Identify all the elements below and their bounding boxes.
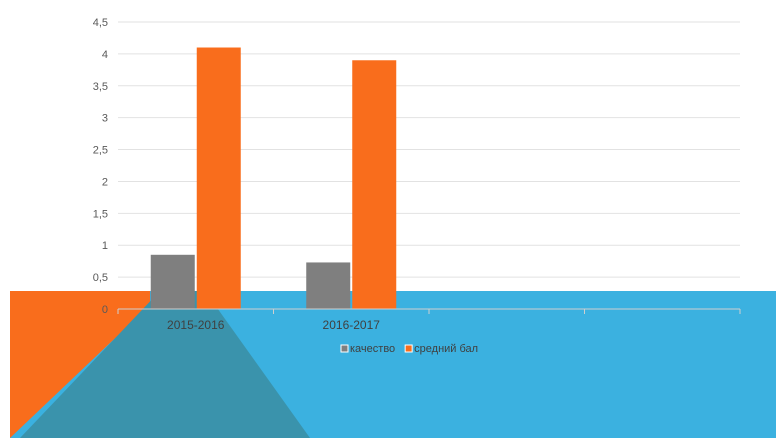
legend-label: качество — [350, 343, 395, 355]
bars — [150, 47, 397, 310]
y-tick-label: 4 — [102, 49, 108, 61]
y-tick-label: 2 — [102, 176, 108, 188]
legend-label: средний бал — [414, 343, 478, 355]
x-tick-label: 2015-2016 — [167, 318, 225, 332]
y-tick-label: 0,5 — [93, 272, 108, 284]
x-axis: 2015-2016 2016-2017 — [117, 308, 741, 332]
y-tick-label: 0 — [102, 304, 108, 316]
y-tick-label: 3,5 — [93, 81, 108, 93]
x-tick-label: 2016-2017 — [323, 318, 381, 332]
y-tick-label: 1,5 — [93, 208, 108, 220]
y-tick-label: 3 — [102, 113, 108, 125]
bar — [196, 47, 241, 310]
y-tick-label: 4,5 — [93, 17, 108, 29]
bar — [150, 254, 195, 309]
bar — [352, 60, 397, 310]
legend: качество средний бал — [340, 343, 478, 355]
legend-swatch — [404, 344, 413, 353]
y-axis: 0 0,5 1 1,5 2 2,5 3 3,5 4 4,5 — [93, 17, 108, 316]
y-tick-label: 1 — [102, 240, 108, 252]
bar — [306, 262, 351, 309]
legend-swatch — [340, 344, 349, 353]
slide-orange-corner — [10, 291, 150, 438]
slide-teal-triangle — [20, 291, 310, 438]
y-tick-label: 2,5 — [93, 145, 108, 157]
